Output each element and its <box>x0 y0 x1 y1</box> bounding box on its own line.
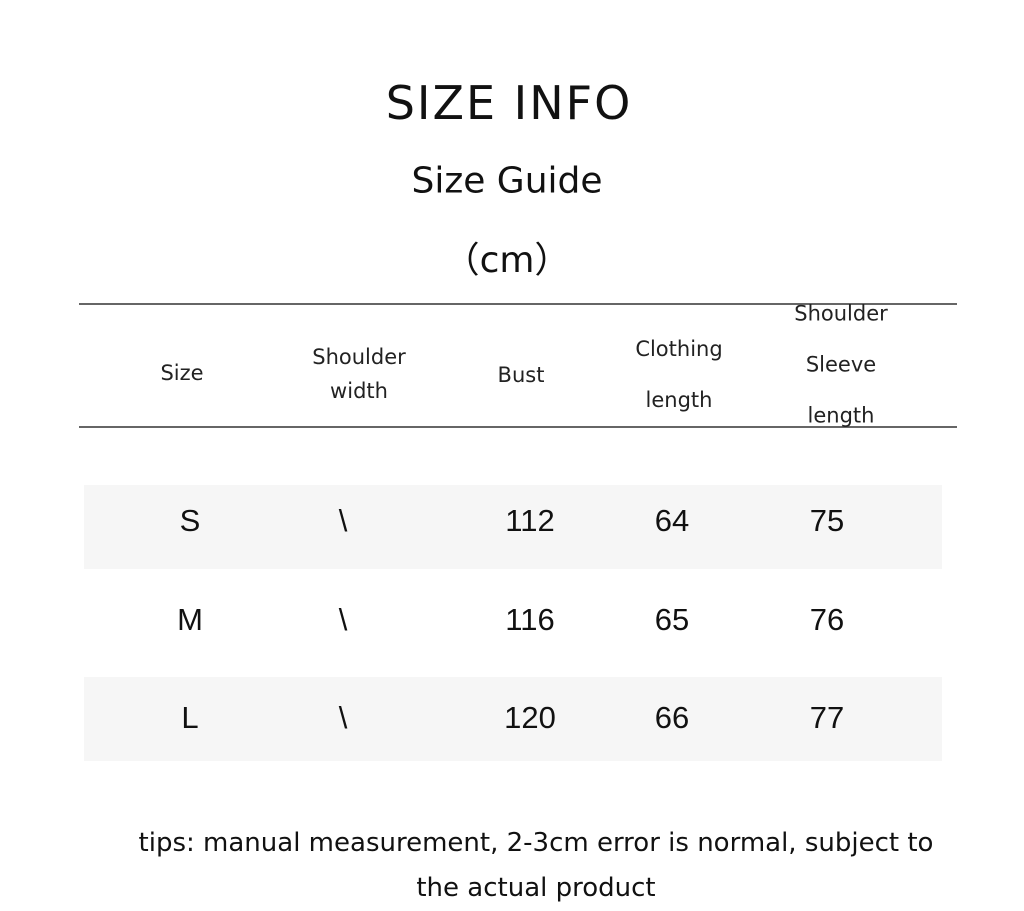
cell-shoulder-width: \ <box>338 503 348 538</box>
header-size: Size <box>160 356 203 390</box>
page-title: SIZE INFO <box>385 76 633 130</box>
header-top-divider <box>79 303 957 305</box>
cell-bust: 120 <box>504 700 556 735</box>
cell-clothing-length: 64 <box>654 503 690 538</box>
page-subtitle: Size Guide <box>411 160 603 202</box>
header-shoulder-width: Shoulder width <box>312 340 406 408</box>
cell-shoulder-width: \ <box>338 602 348 637</box>
header-line: length <box>807 403 875 428</box>
cell-sleeve-length: 76 <box>809 602 845 637</box>
row-band <box>84 677 942 761</box>
header-bottom-divider <box>79 426 957 428</box>
cell-bust: 112 <box>505 503 555 538</box>
row-band <box>84 485 942 569</box>
cell-clothing-length: 65 <box>654 602 690 637</box>
unit-label: （cm） <box>443 240 571 281</box>
header-line: Bust <box>497 363 545 387</box>
cell-bust: 116 <box>505 602 555 637</box>
cell-sleeve-length: 77 <box>809 700 845 735</box>
tips-line-2: the actual product <box>416 873 656 903</box>
header-line: Shoulder <box>312 345 406 369</box>
header-line: Clothing <box>635 337 723 361</box>
cell-size: S <box>179 503 201 538</box>
header-clothing-length: Clothing length <box>635 324 722 426</box>
header-line: Sleeve <box>805 352 877 377</box>
header-bust: Bust <box>498 358 545 392</box>
cell-shoulder-width: \ <box>338 700 348 735</box>
header-shoulder-sleeve-length: Shoulder Sleeve length <box>794 289 888 442</box>
header-line: Shoulder <box>794 301 888 326</box>
header-line: Size <box>160 361 204 385</box>
cell-sleeve-length: 75 <box>809 503 845 538</box>
header-line: width <box>330 379 388 403</box>
cell-size: M <box>177 602 203 637</box>
header-line: length <box>645 388 713 412</box>
cell-size: L <box>181 700 199 735</box>
tips-line-1: tips: manual measurement, 2-3cm error is… <box>138 828 934 858</box>
cell-clothing-length: 66 <box>654 700 690 735</box>
